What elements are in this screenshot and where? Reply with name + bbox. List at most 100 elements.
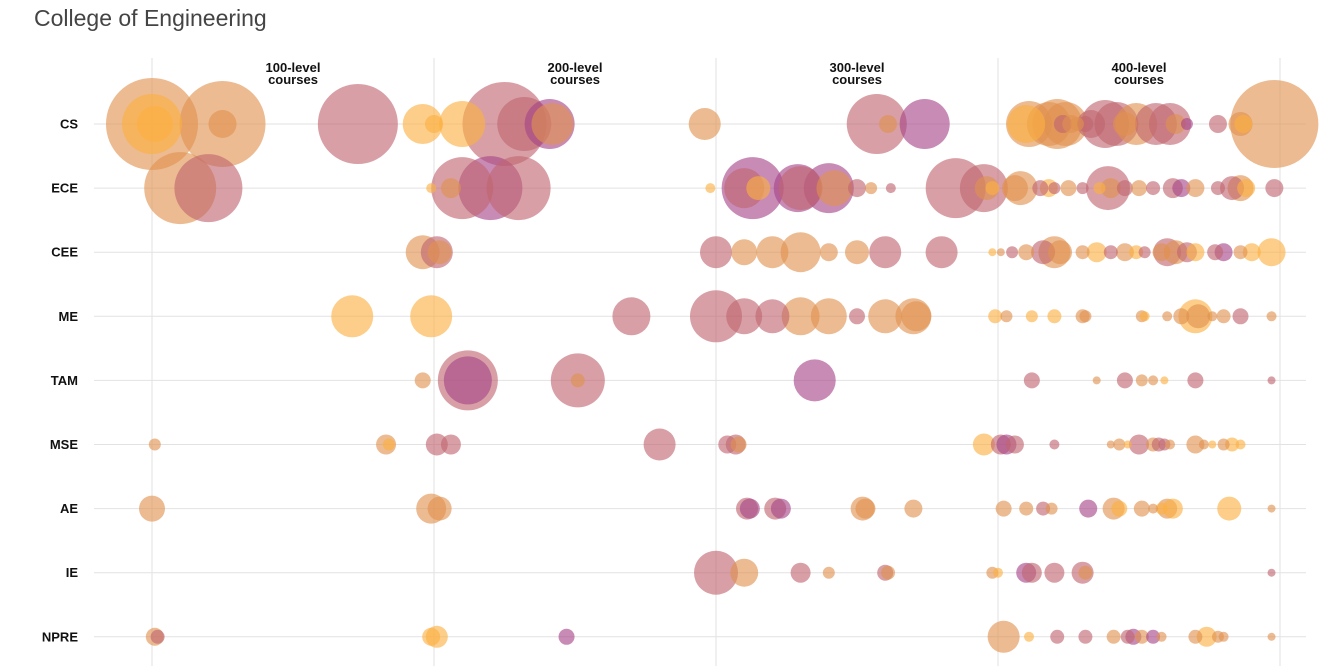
bubble-ece-483[interactable] — [1220, 176, 1245, 201]
bubble-npre-411[interactable] — [1024, 631, 1035, 642]
bubble-tam-412[interactable] — [1023, 372, 1040, 389]
bubble-tam-445[interactable] — [1116, 372, 1133, 389]
bubble-tam-497[interactable] — [1267, 376, 1276, 385]
bubble-me-403[interactable] — [1000, 310, 1013, 323]
bubble-cee-410[interactable] — [1018, 244, 1035, 261]
bubble-me-480[interactable] — [1216, 309, 1231, 324]
bubble-ae-451[interactable] — [1133, 500, 1150, 517]
bubble-npre-247[interactable] — [558, 628, 575, 645]
bubble-cs-296[interactable] — [688, 108, 721, 140]
bubble-ece-498[interactable] — [1265, 179, 1284, 198]
bubble-ae-312[interactable] — [739, 498, 760, 519]
bubble-mse-476[interactable] — [1208, 440, 1217, 449]
bubble-me-486[interactable] — [1232, 308, 1249, 325]
bubble-ae-432[interactable] — [1079, 499, 1098, 518]
bubble-cee-360[interactable] — [869, 236, 902, 269]
bubble-ie-412[interactable] — [1021, 562, 1042, 583]
bubble-ece-315[interactable] — [746, 176, 771, 201]
bubble-me-452[interactable] — [1139, 311, 1150, 322]
bubble-npre-102[interactable] — [150, 629, 165, 644]
bubble-ece-199[interactable] — [426, 183, 437, 194]
bubble-ece-355[interactable] — [865, 182, 878, 195]
bubble-me-330[interactable] — [781, 297, 820, 336]
bubble-tam-196[interactable] — [414, 372, 431, 389]
bubble-ece-206[interactable] — [440, 178, 461, 199]
bubble-mse-470[interactable] — [1186, 435, 1205, 454]
bubble-ece-478[interactable] — [1210, 181, 1225, 196]
bubble-me-497[interactable] — [1266, 311, 1277, 322]
bubble-ae-410[interactable] — [1019, 501, 1034, 516]
bubble-cee-435[interactable] — [1086, 242, 1107, 263]
bubble-npre-480[interactable] — [1218, 631, 1229, 642]
bubble-cee-320[interactable] — [756, 236, 789, 269]
bubble-ie-330[interactable] — [790, 562, 811, 583]
bubble-cee-416[interactable] — [1031, 240, 1056, 265]
bubble-npre-402[interactable] — [987, 620, 1020, 653]
bubble-me-310[interactable] — [726, 298, 763, 335]
bubble-npre-421[interactable] — [1050, 629, 1065, 644]
bubble-ece-440[interactable] — [1100, 178, 1121, 199]
bubble-npre-446[interactable] — [1120, 629, 1135, 644]
bubble-me-420[interactable] — [1047, 309, 1062, 324]
bubble-mse-443[interactable] — [1113, 438, 1126, 451]
bubble-ece-120[interactable] — [174, 154, 243, 223]
bubble-mse-201[interactable] — [425, 433, 448, 456]
bubble-ece-465[interactable] — [1172, 179, 1191, 198]
bubble-cs-498[interactable] — [1230, 80, 1319, 168]
bubble-ece-398[interactable] — [985, 181, 1000, 196]
bubble-ece-406[interactable] — [1001, 175, 1028, 202]
bubble-me-320[interactable] — [755, 299, 790, 334]
bubble-cee-330[interactable] — [780, 232, 821, 273]
bubble-cee-449[interactable] — [1129, 245, 1144, 260]
bubble-ece-425[interactable] — [1060, 180, 1077, 197]
bubble-ie-361[interactable] — [881, 565, 896, 580]
bubble-cs-210[interactable] — [439, 101, 486, 147]
bubble-npre-431[interactable] — [1078, 629, 1093, 644]
bubble-cee-380[interactable] — [925, 236, 958, 269]
bubble-cs-478[interactable] — [1208, 115, 1227, 133]
bubble-cs-101[interactable] — [136, 106, 173, 142]
bubble-cee-445[interactable] — [1115, 243, 1134, 262]
bubble-cs-467[interactable] — [1180, 118, 1193, 130]
bubble-ae-100[interactable] — [139, 495, 165, 522]
bubble-me-270[interactable] — [612, 297, 651, 336]
bubble-ae-419[interactable] — [1045, 502, 1058, 515]
bubble-cee-401[interactable] — [996, 248, 1005, 257]
bubble-tam-459[interactable] — [1160, 376, 1169, 385]
bubble-cee-477[interactable] — [1207, 244, 1224, 261]
bubble-cs-374[interactable] — [899, 99, 950, 149]
bubble-npre-455[interactable] — [1146, 629, 1161, 644]
bubble-me-460[interactable] — [1162, 311, 1173, 322]
bubble-mse-461[interactable] — [1165, 439, 1176, 450]
bubble-me-360[interactable] — [868, 299, 903, 334]
bubble-mse-206[interactable] — [440, 434, 461, 455]
bubble-mse-486[interactable] — [1235, 439, 1246, 450]
bubble-ece-330[interactable] — [778, 166, 823, 211]
bubble-tam-470[interactable] — [1187, 372, 1204, 389]
bubble-tam-435[interactable] — [1092, 376, 1101, 385]
bubble-cs-487[interactable] — [1234, 115, 1253, 133]
bubble-npre-474[interactable] — [1196, 626, 1217, 647]
bubble-cee-440[interactable] — [1103, 245, 1118, 260]
bubble-mse-280[interactable] — [643, 428, 676, 461]
bubble-cs-173[interactable] — [317, 84, 398, 164]
bubble-ece-420[interactable] — [1048, 182, 1061, 195]
bubble-ece-230[interactable] — [486, 156, 551, 221]
bubble-ie-420[interactable] — [1044, 562, 1065, 583]
bubble-ae-458[interactable] — [1155, 502, 1168, 515]
bubble-me-350[interactable] — [849, 308, 865, 325]
bubble-ie-310[interactable] — [730, 558, 759, 587]
bubble-ece-430[interactable] — [1076, 182, 1089, 195]
bubble-ae-323[interactable] — [770, 498, 791, 519]
bubble-tam-335[interactable] — [793, 359, 836, 402]
bubble-me-199[interactable] — [410, 295, 453, 338]
bubble-ie-431[interactable] — [1078, 565, 1093, 580]
bubble-cee-470[interactable] — [1186, 243, 1205, 262]
bubble-ece-450[interactable] — [1131, 180, 1147, 197]
bubble-ie-300[interactable] — [694, 550, 738, 595]
bubble-me-476[interactable] — [1207, 311, 1218, 322]
bubble-tam-451[interactable] — [1135, 374, 1148, 387]
bubble-cs-428[interactable] — [1069, 117, 1084, 131]
bubble-tam-251[interactable] — [570, 373, 585, 388]
bubble-tam-455[interactable] — [1148, 375, 1159, 386]
